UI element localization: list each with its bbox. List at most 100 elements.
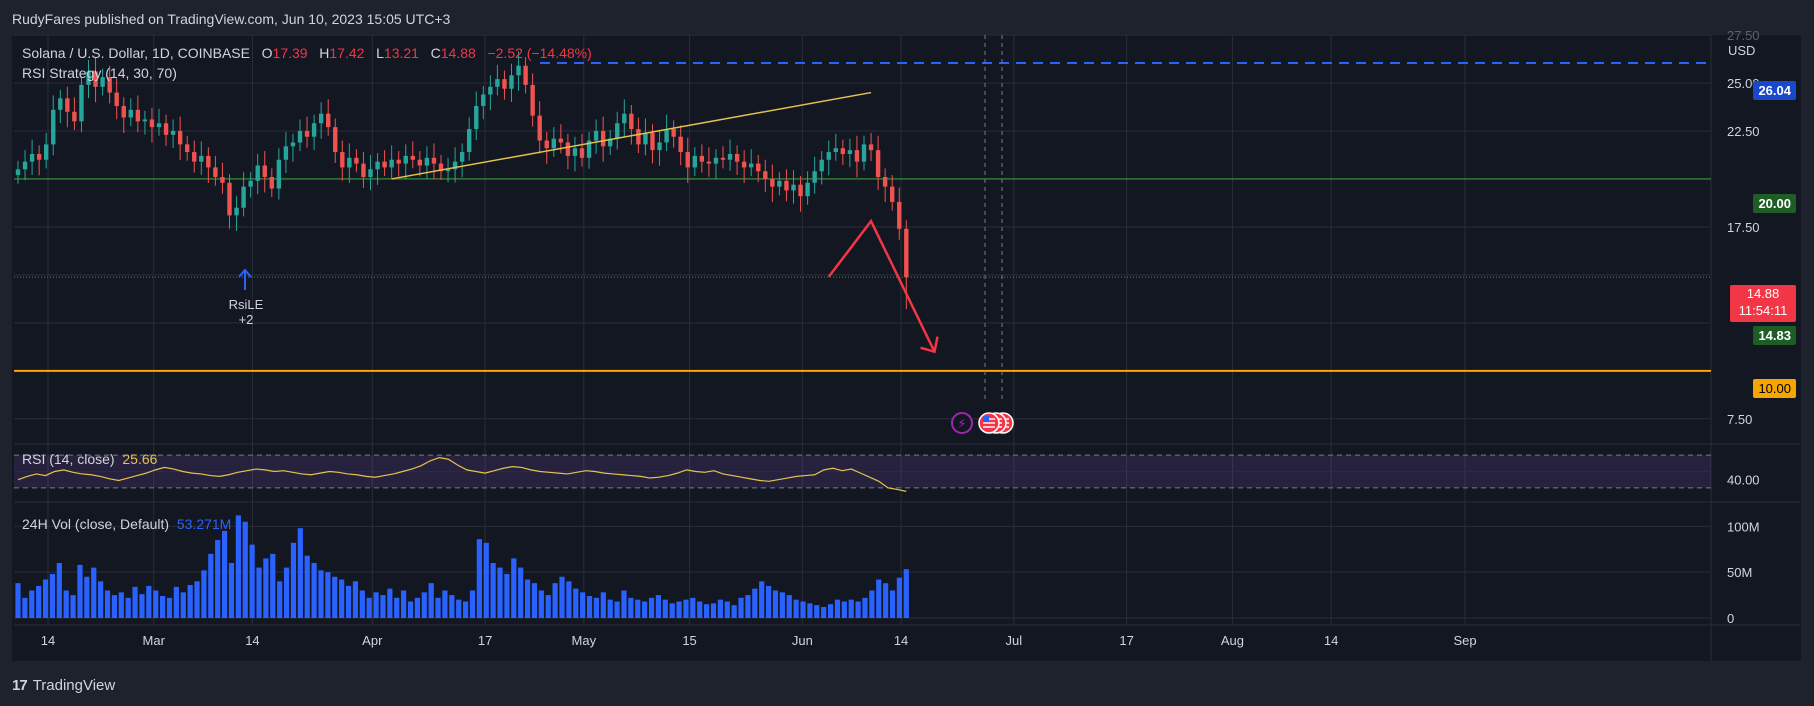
candle-body [509, 75, 514, 89]
candle-body [904, 228, 909, 278]
volume-bar [249, 544, 255, 618]
candle-body [58, 98, 63, 110]
candle-body [459, 152, 465, 162]
candle-body [170, 130, 176, 135]
volume-bar [311, 563, 317, 618]
candle-body [417, 159, 423, 166]
time-tick-label: Sep [1453, 633, 1476, 648]
candle-body [636, 129, 641, 145]
volume-bar [359, 590, 365, 618]
candle-body [897, 201, 902, 229]
volume-bar [173, 586, 179, 618]
price-tick-label: 25.00 [1727, 76, 1760, 91]
candle-body [819, 159, 824, 172]
volume-bar [332, 576, 338, 618]
signal-annotation: RsiLE +2 [226, 297, 266, 327]
projection-arrow [827, 218, 936, 353]
volume-bar [401, 590, 407, 618]
volume-bar [146, 585, 152, 618]
candle-body [269, 177, 274, 189]
volume-bar [215, 540, 221, 618]
volume-bar [345, 585, 352, 618]
time-tick-label: May [572, 633, 597, 648]
volume-bar [889, 590, 896, 618]
volume-bar [228, 563, 235, 618]
volume-bar [642, 601, 648, 618]
volume-bar [752, 588, 758, 618]
low-label: L [376, 45, 384, 61]
candle-body [502, 79, 507, 89]
volume-bar [545, 595, 551, 618]
time-tick-label: 17 [478, 633, 492, 648]
candle-body [403, 155, 408, 164]
volume-bar [180, 592, 186, 618]
candle-body [262, 165, 267, 178]
candle-body [248, 180, 253, 187]
candle-body [784, 180, 789, 191]
volume-bar [827, 604, 834, 618]
volume-bar [98, 581, 104, 618]
candle-body [255, 165, 260, 181]
volume-bar [765, 585, 772, 618]
volume-bar [270, 553, 276, 618]
candle-body [812, 171, 817, 183]
volume-bar [614, 601, 620, 618]
candle-body [565, 142, 571, 156]
volume-bar [49, 574, 56, 618]
volume-bar [242, 521, 248, 618]
volume-bar [456, 599, 462, 618]
candle-body [488, 86, 493, 95]
volume-bar [800, 601, 806, 618]
candle-body [692, 155, 697, 168]
volume-bar [504, 574, 510, 618]
volume-bar [883, 583, 889, 618]
time-tick-label: Mar [143, 633, 166, 648]
volume-bar [63, 590, 69, 618]
candle-body [361, 163, 366, 178]
candle-body [431, 157, 437, 164]
candle-body [241, 186, 246, 208]
volume-bar [786, 595, 792, 618]
candle-body [854, 150, 860, 162]
currency-label: USD [1728, 43, 1756, 58]
candle-body [93, 71, 98, 87]
volume-bar [325, 572, 331, 618]
volume-bar [876, 579, 882, 618]
volume-bar [118, 592, 124, 618]
chart-frame[interactable] [12, 35, 1801, 661]
volume-bar [84, 576, 90, 618]
candle-body [185, 144, 190, 153]
volume-bar [731, 605, 737, 618]
volume-bar [621, 590, 627, 618]
candle-body [671, 129, 676, 137]
candle-body [354, 157, 359, 164]
candle-body [770, 178, 775, 187]
time-tick-label: Jul [1006, 633, 1023, 648]
time-tick-label: 14 [894, 633, 908, 648]
volume-bar [518, 567, 524, 618]
volume-bar [848, 599, 854, 618]
volume-bar [511, 558, 517, 618]
volume-bar [531, 583, 538, 618]
volume-bar [593, 597, 600, 618]
time-tick-label: 14 [41, 633, 55, 648]
high-value: 17.42 [329, 45, 365, 61]
volume-bar [841, 601, 847, 618]
volume-bar [759, 581, 765, 618]
candle-body [763, 171, 768, 179]
candle-body [29, 153, 35, 162]
volume-bar [834, 599, 841, 618]
volume-bar [745, 595, 751, 618]
volume-tick-label: 0 [1727, 611, 1734, 626]
volume-bar [738, 597, 744, 618]
volume-bar [483, 542, 489, 618]
lightning-event-icon [951, 412, 973, 434]
volume-bar [15, 583, 21, 618]
candle-body [438, 163, 444, 172]
volume-bar [779, 592, 785, 618]
volume-bar [469, 590, 476, 618]
volume-tick-label: 100M [1727, 519, 1760, 534]
last-price: 14.88 [1746, 286, 1780, 301]
volume-bar [380, 595, 386, 618]
